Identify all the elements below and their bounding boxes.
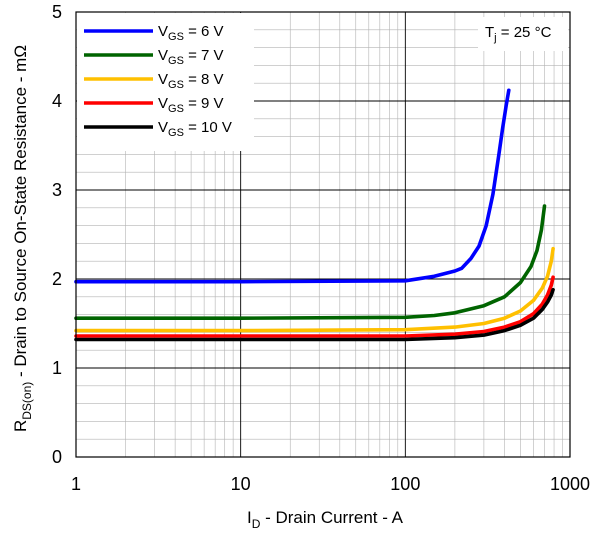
y-tick-label: 5 (52, 2, 62, 22)
x-tick-labels: 1 10 100 1000 (71, 474, 590, 494)
series-line (74, 88, 511, 284)
series-line (74, 275, 555, 338)
legend-label-suffix: = 9 V (184, 95, 224, 112)
series-line (74, 204, 547, 320)
y-axis-label-sub: DS(on) (20, 382, 34, 420)
y-axis-label-suffix: - Drain to Source On-State Resistance - … (11, 45, 30, 382)
legend-label-suffix: = 7 V (184, 47, 224, 64)
legend-label-suffix: = 8 V (184, 71, 224, 88)
y-tick-label: 1 (52, 358, 62, 378)
legend-label: VGS = 7 V (158, 47, 224, 67)
y-axis-label: RDS(on) - Drain to Source On-State Resis… (11, 45, 34, 432)
annotation-prefix: T (485, 24, 494, 41)
series-line (74, 287, 555, 342)
legend-label: VGS = 6 V (158, 23, 224, 43)
legend-label-prefix: V (158, 95, 168, 112)
legend-label-prefix: V (158, 119, 168, 136)
legend-label-sub: GS (168, 127, 184, 139)
annotation-box (478, 17, 568, 51)
legend-label-prefix: V (158, 71, 168, 88)
y-tick-label: 4 (52, 91, 62, 111)
annotation-suffix: = 25 °C (497, 24, 552, 41)
series-line (74, 246, 555, 333)
x-tick-label: 10 (231, 474, 251, 494)
y-tick-label: 3 (52, 180, 62, 200)
legend-label: VGS = 8 V (158, 71, 224, 91)
legend-label-suffix: = 10 V (184, 119, 232, 136)
legend-label-sub: GS (168, 55, 184, 67)
annotation-sub: j (493, 32, 496, 44)
temperature-annotation: Tj = 25 °C (485, 24, 552, 44)
x-tick-label: 1 (71, 474, 81, 494)
legend-label-suffix: = 6 V (184, 23, 224, 40)
y-tick-label: 2 (52, 269, 62, 289)
legend-label-prefix: V (158, 47, 168, 64)
x-axis-label-sub: D (252, 517, 261, 531)
legend-label-prefix: V (158, 23, 168, 40)
x-axis-label-suffix: - Drain Current - A (260, 508, 403, 527)
legend-label: VGS = 9 V (158, 95, 224, 115)
plot-frame (75, 11, 571, 458)
legend-label-sub: GS (168, 103, 184, 115)
y-tick-label: 0 (52, 447, 62, 467)
x-axis-label-prefix: I (247, 508, 252, 527)
legend-label: VGS = 10 V (158, 119, 232, 139)
legend-label-sub: GS (168, 31, 184, 43)
x-tick-label: 100 (390, 474, 420, 494)
series-layer (74, 88, 555, 342)
y-axis-label-prefix: R (11, 420, 30, 432)
legend-label-sub: GS (168, 79, 184, 91)
x-axis-label: ID - Drain Current - A (247, 508, 404, 531)
y-tick-labels: 0 1 2 3 4 5 (52, 2, 62, 467)
x-tick-label: 1000 (550, 474, 590, 494)
